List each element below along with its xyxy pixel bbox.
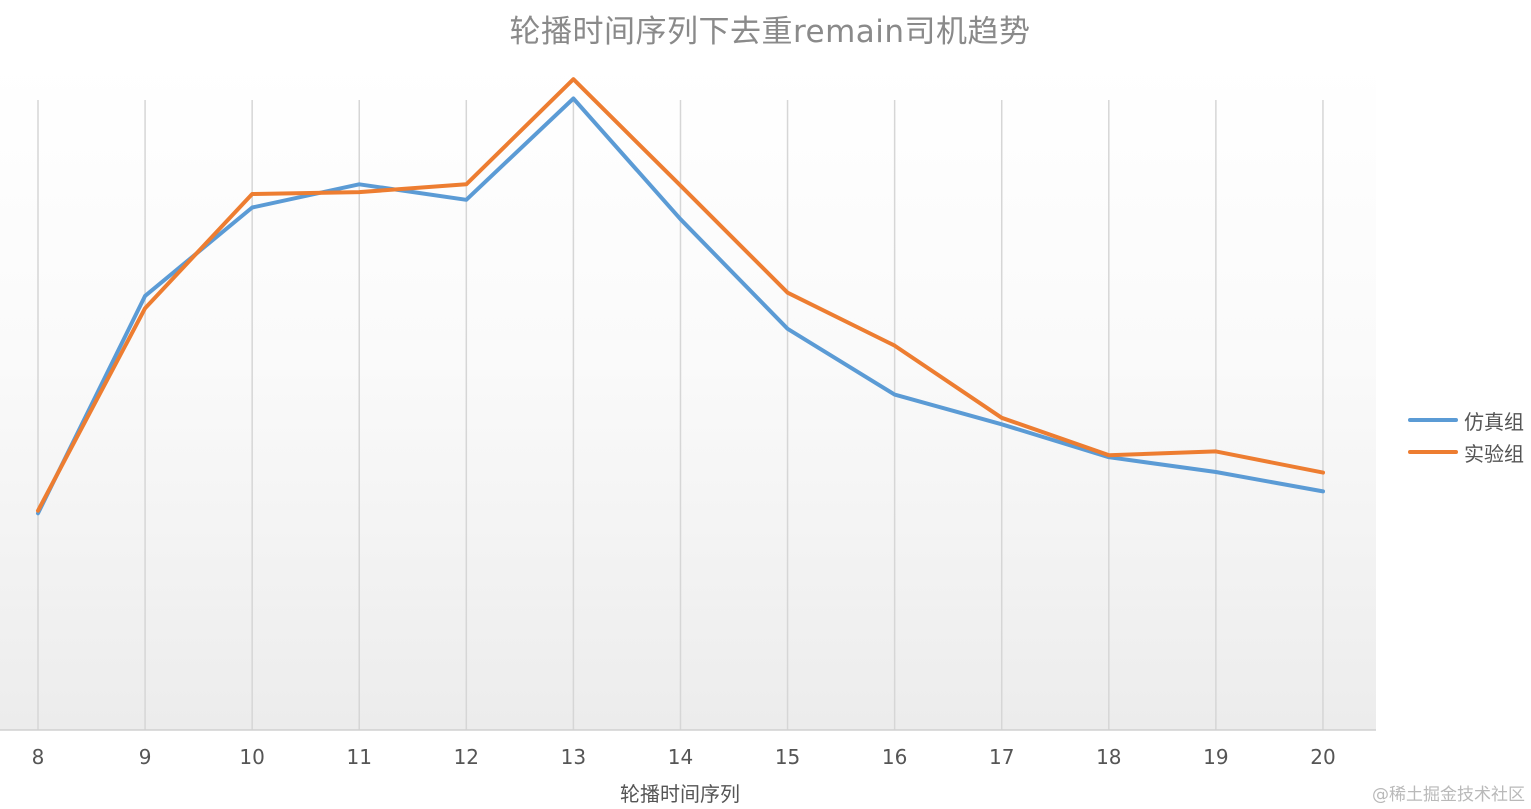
legend: 仿真组 实验组 (1408, 404, 1531, 468)
grid-lines (37, 100, 1324, 730)
legend-item-series-0: 仿真组 (1408, 404, 1531, 436)
x-tick-label-14: 14 (668, 745, 693, 769)
x-tick-label-11: 11 (347, 745, 372, 769)
x-tick-label-10: 10 (239, 745, 264, 769)
legend-item-series-1: 实验组 (1408, 436, 1531, 468)
x-tick-label-20: 20 (1310, 745, 1335, 769)
legend-swatch-series-1 (1408, 450, 1458, 454)
x-tick-labels: 8 9 10 11 12 13 14 15 16 17 18 19 20 (32, 745, 1336, 769)
x-tick-label-8: 8 (32, 745, 45, 769)
x-tick-label-12: 12 (454, 745, 479, 769)
legend-label-series-1: 实验组 (1464, 441, 1524, 466)
x-tick-label-19: 19 (1203, 745, 1228, 769)
x-axis-title: 轮播时间序列 (620, 782, 740, 806)
series-lines (36, 77, 1325, 516)
x-tick-label-16: 16 (882, 745, 907, 769)
x-tick-label-13: 13 (561, 745, 586, 769)
x-tick-label-15: 15 (775, 745, 800, 769)
legend-label-series-0: 仿真组 (1464, 409, 1524, 434)
x-tick-label-18: 18 (1096, 745, 1121, 769)
x-tick-label-17: 17 (989, 745, 1014, 769)
x-tick-label-9: 9 (139, 745, 152, 769)
plot-background (0, 60, 1376, 730)
legend-swatch-series-0 (1408, 418, 1458, 422)
chart-title: 轮播时间序列下去重remain司机趋势 (509, 14, 1031, 50)
watermark: @稀土掘金技术社区 (1372, 785, 1525, 805)
